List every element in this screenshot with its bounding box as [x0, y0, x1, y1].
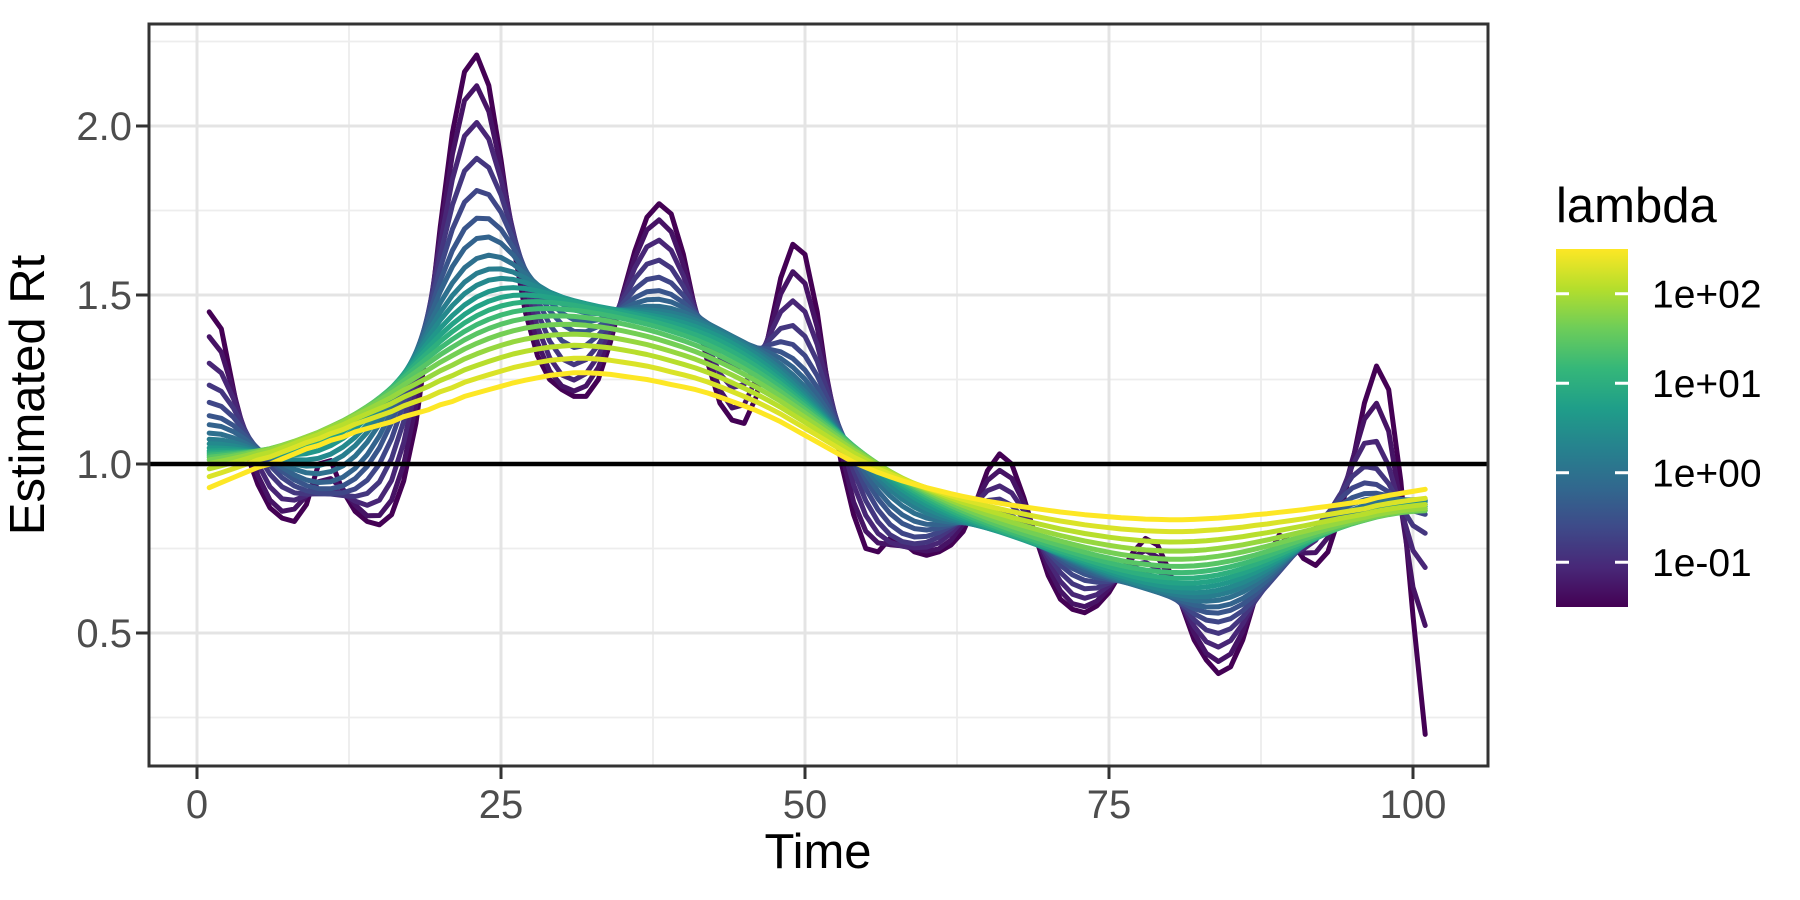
- y-tick-label: 2.0: [76, 105, 132, 149]
- rt-curve: [206, 321, 1428, 562]
- panel-border: [147, 22, 1490, 768]
- y-tick-label: 1.0: [76, 443, 132, 487]
- rt-curve: [206, 370, 1428, 523]
- y-axis-title: Estimated Rt: [1, 254, 55, 535]
- legend-tick-label: 1e-01: [1652, 542, 1752, 585]
- y-axis-tick-labels: 0.5 1.0 1.5 2.0: [76, 105, 132, 656]
- rt-curve: [206, 83, 1428, 664]
- x-tick-label: 100: [1380, 783, 1447, 827]
- y-tick-label: 0.5: [76, 612, 132, 656]
- legend-colorbar: lambda 1e+02 1e+01 1e+00 1e-01: [1556, 179, 1762, 607]
- x-tick-label: 25: [479, 783, 524, 827]
- rt-curve: [206, 313, 1428, 569]
- rt-curves-group: [206, 52, 1428, 737]
- x-axis-title: Time: [764, 825, 871, 879]
- legend-tick-label: 1e+00: [1652, 453, 1762, 496]
- rt-curve: [206, 331, 1428, 554]
- x-tick-label: 75: [1087, 783, 1132, 827]
- legend-colorbar-gradient: [1556, 249, 1628, 607]
- legend-tick-marks: [1556, 292, 1628, 564]
- legend-title: lambda: [1556, 179, 1717, 233]
- x-axis-tick-labels: 0 25 50 75 100: [186, 783, 1447, 827]
- y-tick-label: 1.5: [76, 274, 132, 318]
- legend-tick-labels: 1e+02 1e+01 1e+00 1e-01: [1652, 274, 1762, 585]
- rt-curve: [206, 52, 1428, 737]
- legend-tick-label: 1e+02: [1652, 274, 1762, 317]
- rt-curve: [206, 355, 1428, 535]
- x-tick-label: 50: [783, 783, 828, 827]
- legend-tick-label: 1e+01: [1652, 363, 1762, 406]
- axis-tick-marks: [136, 124, 1415, 779]
- x-tick-label: 0: [186, 783, 208, 827]
- rt-curve: [206, 342, 1428, 545]
